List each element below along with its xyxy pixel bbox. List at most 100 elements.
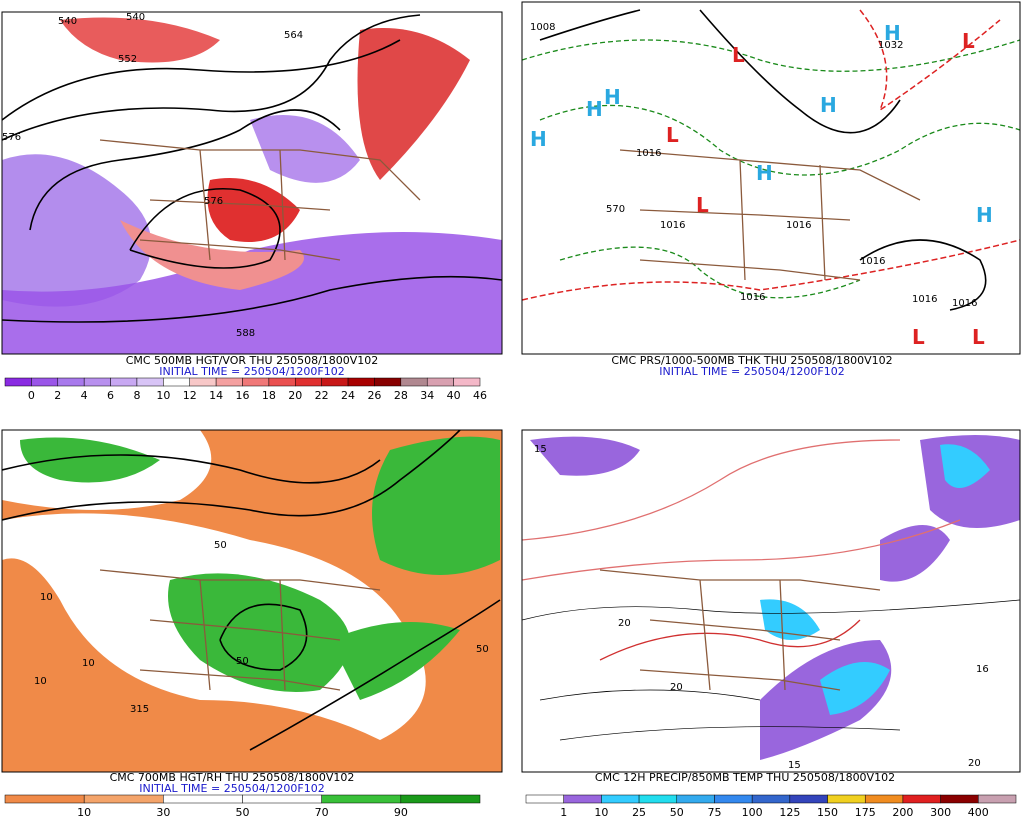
low-center: L [732, 43, 745, 67]
colorbar-box [789, 794, 828, 804]
colorbar-label: 4 [81, 389, 88, 402]
colorbar-label: 40 [447, 389, 461, 402]
colorbar-label: 14 [209, 389, 223, 402]
colorbar-label: 50 [670, 806, 684, 819]
colorbar-box [136, 377, 164, 387]
colorbar-label: 26 [367, 389, 381, 402]
colorbar-box [751, 794, 791, 804]
colorbar-label: 2 [54, 389, 61, 402]
panel-frame [1, 11, 503, 355]
colorbar-box [242, 377, 270, 387]
contour-label: 1016 [740, 292, 765, 303]
colorbar-label: 25 [632, 806, 646, 819]
colorbar-box [426, 377, 454, 387]
colorbar-label: 1 [560, 806, 567, 819]
colorbar-label: 10 [77, 806, 91, 819]
low-center: L [972, 325, 985, 349]
contour-label: 1032 [878, 40, 903, 51]
colorbar-box [321, 377, 349, 387]
colorbar-box [110, 377, 138, 387]
contour-label: 20 [670, 682, 683, 693]
colorbar-box [453, 377, 481, 387]
colorbar-box [347, 377, 375, 387]
colorbar-label: 22 [315, 389, 329, 402]
contour-label: 570 [606, 204, 625, 215]
contour-label: 10 [34, 676, 47, 687]
low-center: L [666, 123, 679, 147]
colorbar-label: 12 [183, 389, 197, 402]
panel-title: CMC 700MB HGT/RH THU 250508/1800V102 [110, 771, 355, 784]
contour-label: 1016 [786, 220, 811, 231]
map-panel: 540 540 552 564 576 576 588 [2, 12, 502, 354]
colorbar-box [268, 377, 296, 387]
colorbar-label: 150 [817, 806, 838, 819]
contour-label: 50 [236, 656, 249, 667]
colorbar-label: 75 [707, 806, 721, 819]
contour-label: 576 [2, 132, 21, 143]
colorbar-label: 200 [892, 806, 913, 819]
initial-time: INITIAL TIME = 250504/1200F102 [139, 782, 324, 795]
low-center: L [962, 29, 975, 53]
panel-frame [521, 1, 1021, 355]
contour-label: 1008 [530, 22, 555, 33]
panel-title: CMC 500MB HGT/VOR THU 250508/1800V102 [126, 354, 379, 367]
panel-title: CMC 12H PRECIP/850MB TEMP THU 250508/180… [595, 771, 895, 784]
contour-label: 540 [126, 12, 145, 23]
colorbar-box [83, 794, 164, 804]
contour-label: 1016 [636, 148, 661, 159]
contour-label: 315 [130, 704, 149, 715]
colorbar-box [400, 377, 428, 387]
panel-frame [1, 429, 503, 773]
colorbar-box [295, 377, 322, 387]
colorbar-label: 28 [394, 389, 408, 402]
colorbar-box [163, 377, 190, 387]
contour-label: 1016 [912, 294, 937, 305]
colorbar-box [321, 794, 402, 804]
colorbar-label: 10 [156, 389, 170, 402]
colorbar-box [563, 794, 602, 804]
high-center: H [884, 21, 901, 45]
contour-label: 576 [204, 196, 223, 207]
colorbar-label: 20 [288, 389, 302, 402]
contour-label: 50 [476, 644, 489, 655]
colorbar-box [242, 794, 322, 804]
colorbar-label: 30 [156, 806, 170, 819]
colorbar-box [902, 794, 941, 804]
contour-label: 16 [976, 664, 989, 675]
panel-title: CMC PRS/1000-500MB THK THU 250508/1800V1… [611, 354, 892, 367]
colorbar-box [189, 377, 217, 387]
colorbar-label: 300 [930, 806, 951, 819]
colorbar-label: 100 [742, 806, 763, 819]
map-panel: 15 20 20 15 16 20 [522, 430, 1020, 772]
contour-label: 20 [968, 758, 981, 769]
colorbar-box [638, 794, 678, 804]
colorbar-box [4, 794, 85, 804]
colorbar-label: 90 [394, 806, 408, 819]
colorbar-box [601, 794, 640, 804]
colorbar-label: 24 [341, 389, 355, 402]
contour-label: 588 [236, 328, 255, 339]
panel-frame [521, 429, 1021, 773]
high-center: H [530, 127, 547, 151]
colorbar-label: 6 [107, 389, 114, 402]
colorbar-label: 175 [855, 806, 876, 819]
colorbar-box [525, 794, 564, 804]
colorbar-box [57, 377, 85, 387]
colorbar-box [400, 794, 481, 804]
colorbar-box [215, 377, 243, 387]
high-center: H [976, 203, 993, 227]
low-center: L [912, 325, 925, 349]
colorbar-box [940, 794, 979, 804]
colorbar-label: 46 [473, 389, 487, 402]
contour-label: 15 [534, 444, 547, 455]
contour-label: 20 [618, 618, 631, 629]
contour-label: 10 [82, 658, 95, 669]
contour-label: 1016 [860, 256, 885, 267]
colorbar-box [714, 794, 753, 804]
colorbar-label: 70 [315, 806, 329, 819]
colorbar-label: 16 [236, 389, 250, 402]
contour-label: 564 [284, 30, 303, 41]
contour-label: 10 [40, 592, 53, 603]
map-panel: 10 10 50 50 50 315 10 [2, 430, 502, 772]
